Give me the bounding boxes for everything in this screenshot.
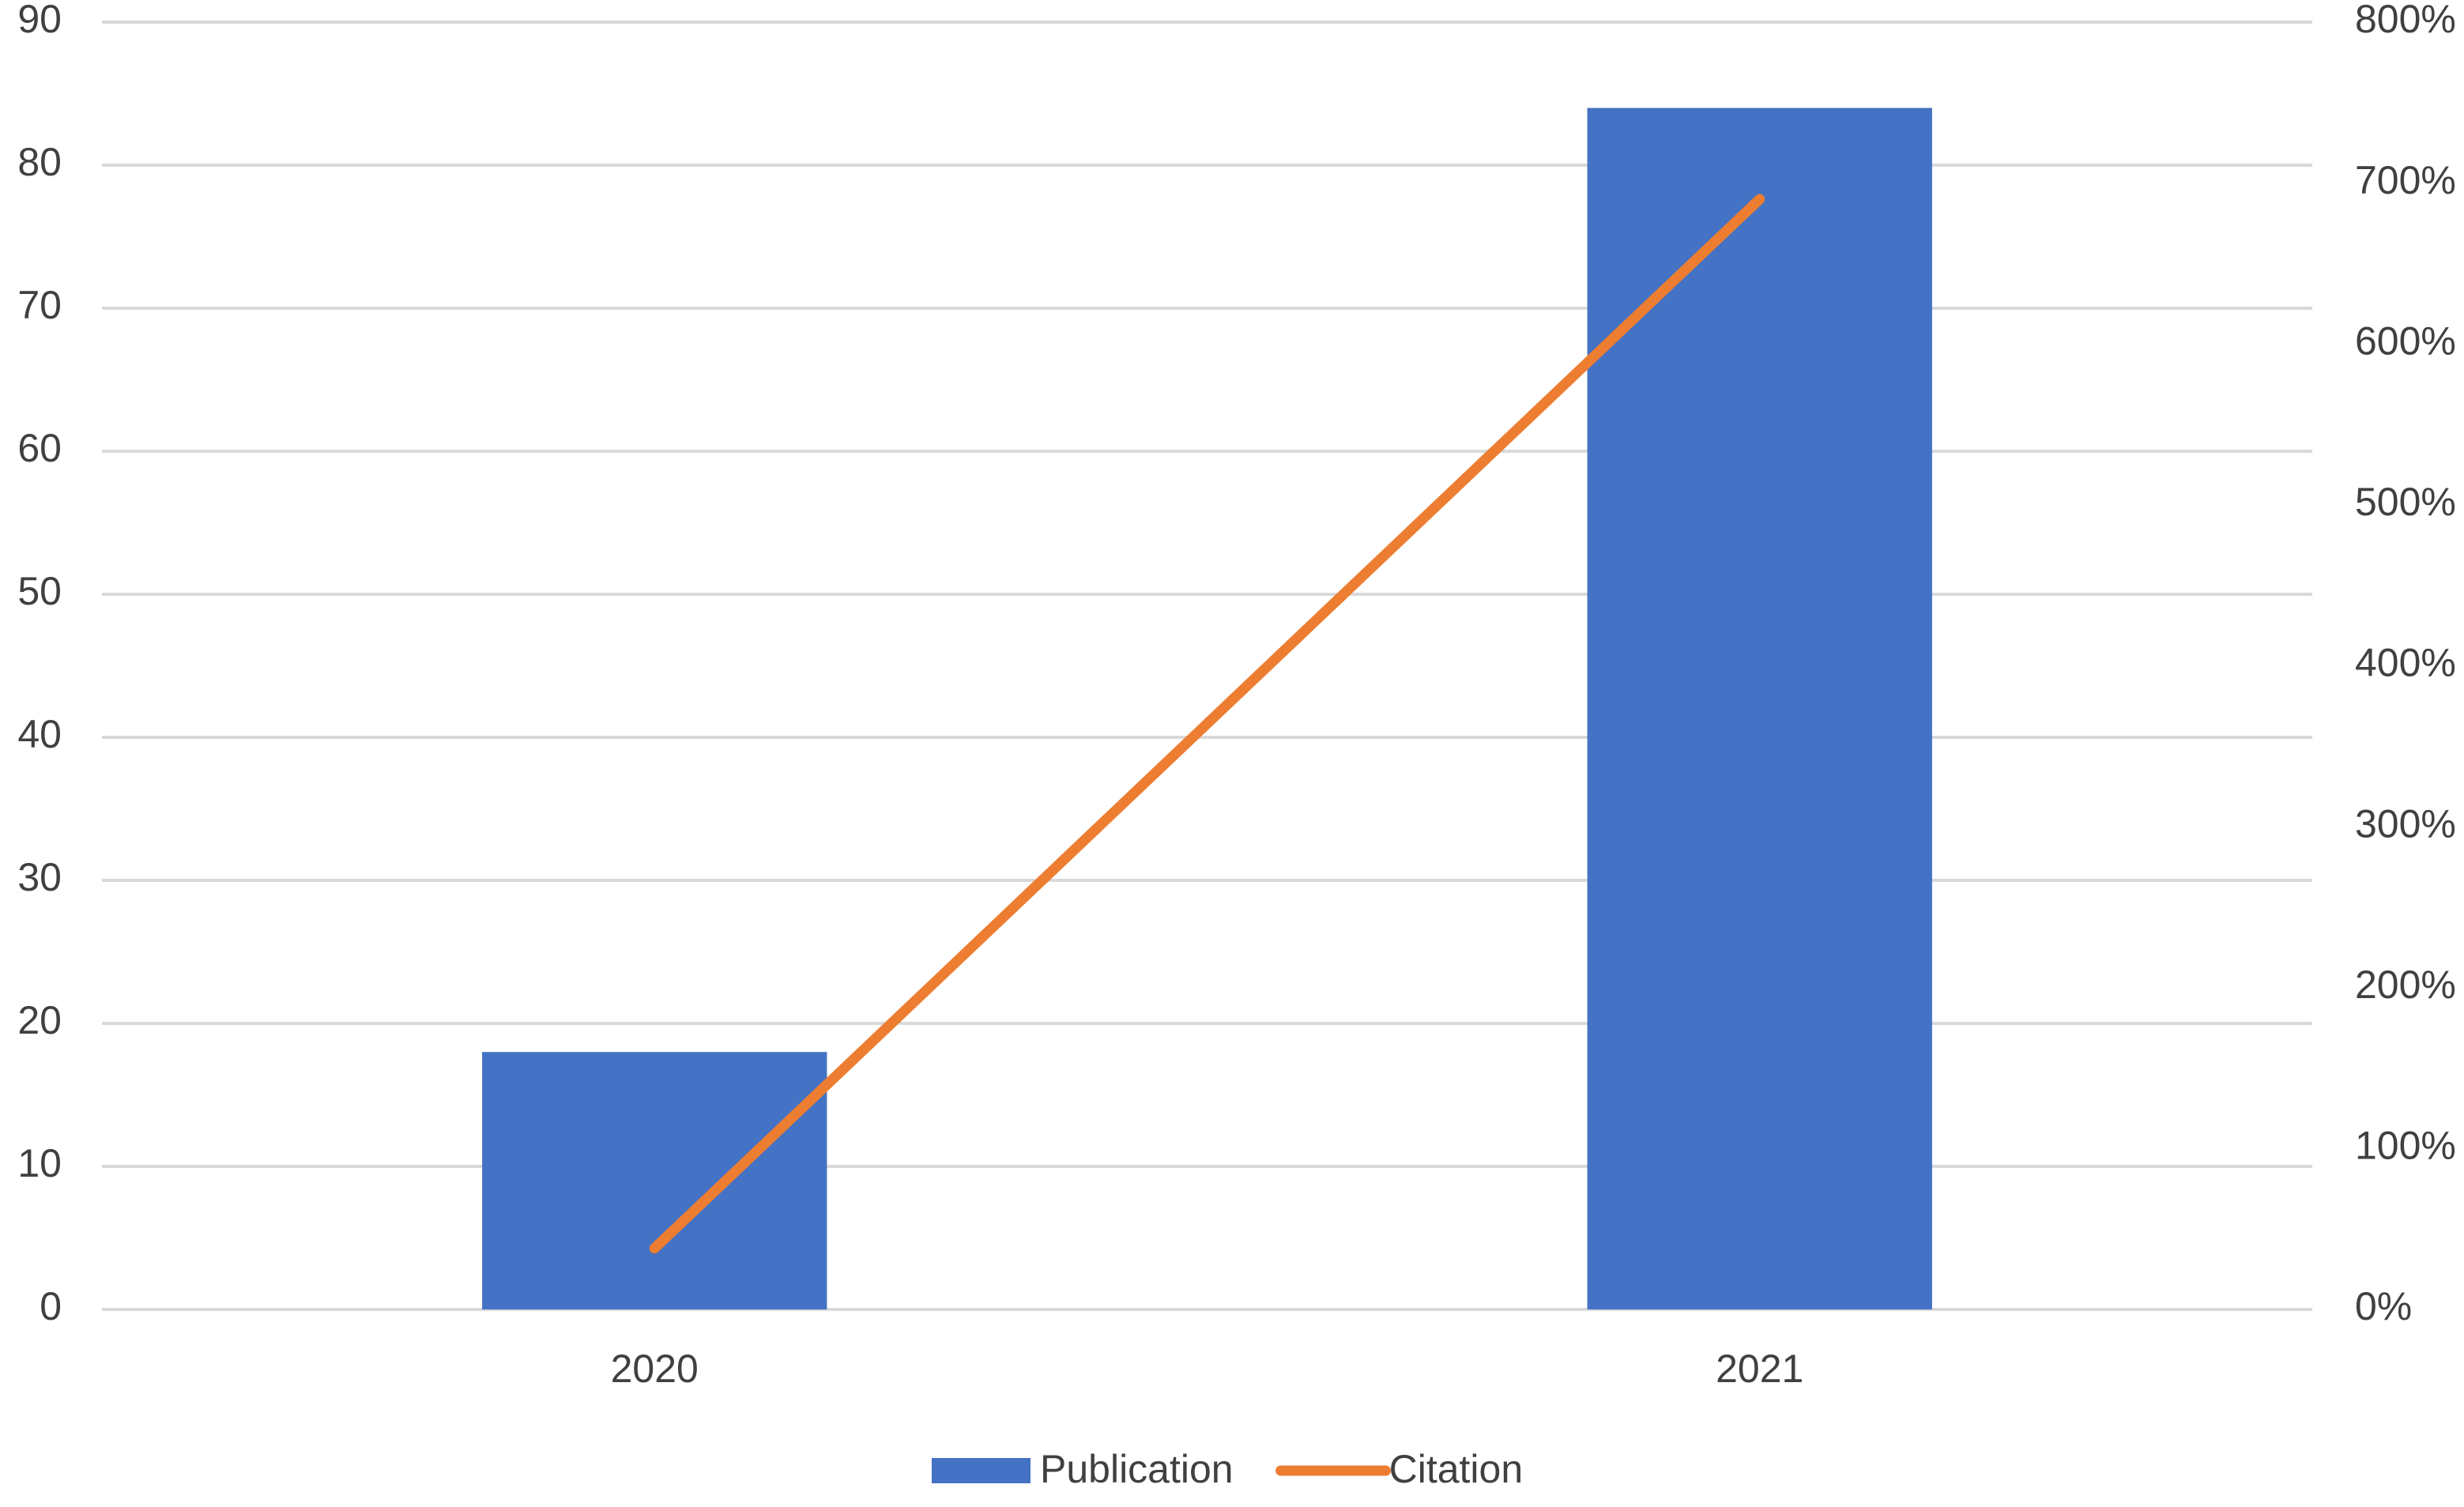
y2-tick-label: 700% xyxy=(2355,158,2456,202)
y-tick-label: 70 xyxy=(17,283,62,327)
y2-tick-label: 300% xyxy=(2355,801,2456,846)
legend-swatch xyxy=(932,1458,1030,1483)
y-tick-label: 80 xyxy=(17,140,62,184)
y2-tick-label: 800% xyxy=(2355,0,2456,41)
y2-tick-label: 400% xyxy=(2355,641,2456,685)
bar xyxy=(1587,107,1932,1310)
y-tick-label: 60 xyxy=(17,426,62,470)
y2-tick-label: 600% xyxy=(2355,318,2456,363)
y2-tick-label: 0% xyxy=(2355,1284,2412,1328)
y-tick-label: 50 xyxy=(17,569,62,613)
y2-tick-label: 500% xyxy=(2355,480,2456,524)
y-tick-label: 30 xyxy=(17,855,62,899)
legend-label: Citation xyxy=(1389,1447,1524,1491)
line xyxy=(649,194,1765,1254)
y-tick-label: 90 xyxy=(17,0,62,41)
bar xyxy=(482,1052,827,1309)
y-tick-label: 0 xyxy=(40,1284,62,1328)
legend-label: Publication xyxy=(1040,1447,1234,1491)
y-tick-label: 40 xyxy=(17,712,62,756)
y2-tick-label: 100% xyxy=(2355,1124,2456,1168)
x-tick-label: 2020 xyxy=(611,1347,699,1391)
y2-tick-label: 200% xyxy=(2355,963,2456,1007)
y-tick-label: 20 xyxy=(17,998,62,1042)
y-tick-label: 10 xyxy=(17,1141,62,1185)
x-tick-label: 2021 xyxy=(1716,1347,1803,1391)
